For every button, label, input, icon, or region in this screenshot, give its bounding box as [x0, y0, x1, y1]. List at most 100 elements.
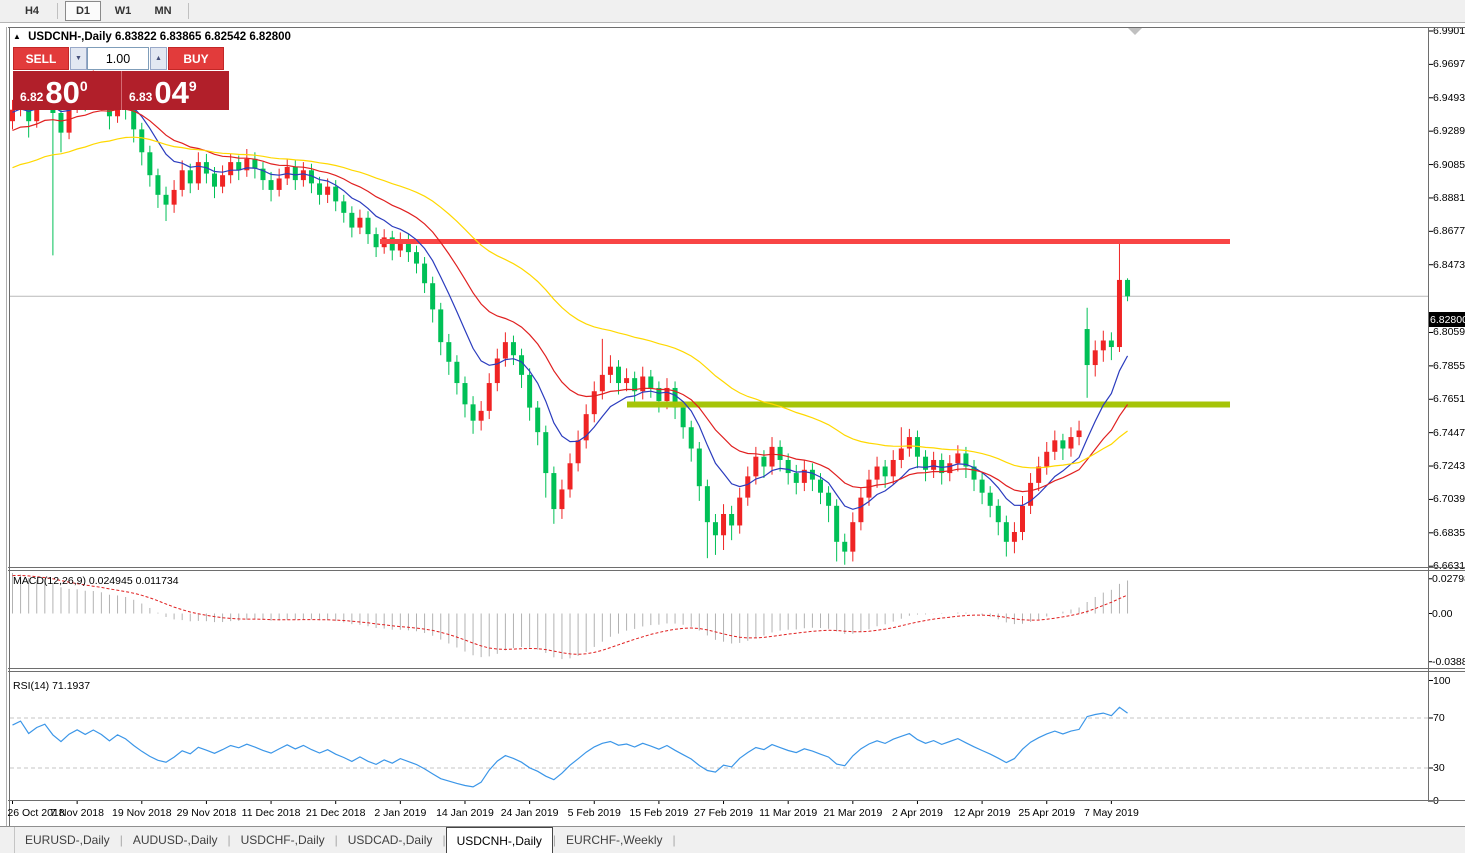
candle-body [882, 466, 888, 477]
candle-body [1100, 340, 1106, 351]
candle-body [519, 355, 525, 375]
buy-button[interactable]: BUY [168, 47, 224, 70]
macd-splitter-top [8, 567, 1465, 568]
candle-body [422, 263, 428, 284]
candle-body [317, 183, 323, 195]
candle-body [737, 497, 743, 526]
timeframe-button-d1[interactable]: D1 [65, 1, 101, 21]
macd-indicator-label: MACD(12,26,9) 0.024945 0.011734 [13, 575, 179, 587]
rsi-splitter-top [8, 668, 1465, 669]
chart-tab-usdcaddaily[interactable]: USDCAD-,Daily [347, 833, 433, 847]
rsi-line [12, 706, 1128, 788]
volume-decrease-button[interactable]: ▼ [70, 47, 87, 70]
candle-body [333, 186, 339, 202]
candle-body [478, 410, 484, 421]
candle-body [947, 463, 953, 474]
candle-body [801, 469, 807, 483]
window-left-border [9, 27, 10, 826]
candle-body [688, 427, 694, 449]
candle-body [987, 492, 993, 506]
toolbar-divider [57, 3, 58, 19]
chart-canvas[interactable] [0, 23, 1465, 852]
candle-body [470, 404, 476, 421]
candle-body [890, 459, 896, 477]
price-axis-label: 6.84730 [1433, 258, 1465, 271]
chart-tab-usdchfdaily[interactable]: USDCHF-,Daily [240, 833, 325, 847]
candle-body [834, 505, 840, 542]
candle-body [1036, 466, 1042, 483]
candle-body [874, 466, 880, 480]
candle-body [1125, 279, 1131, 297]
candle-body [535, 407, 541, 433]
timeframe-button-mn[interactable]: MN [154, 5, 172, 17]
candle-body [139, 129, 145, 153]
price-axis-label: 6.76510 [1433, 393, 1465, 406]
price-axis-label: 6.99010 [1433, 25, 1465, 37]
candle-body [850, 522, 856, 552]
candle-body [414, 252, 419, 264]
timeframe-toolbar: H4 D1 W1 MN [0, 0, 1465, 23]
date-axis-label: 21 Mar 2019 [823, 807, 883, 819]
candle-body [325, 186, 331, 195]
chart-tab-audusddaily[interactable]: AUDUSD-,Daily [132, 833, 218, 847]
candle-body [793, 473, 799, 483]
candle-body [729, 513, 735, 526]
chart-tab-eurchfweekly[interactable]: EURCHF-,Weekly [566, 833, 663, 847]
candle-body [818, 479, 823, 493]
chevron-down-icon: ▼ [75, 55, 82, 62]
date-axis-label: 15 Feb 2019 [629, 807, 689, 819]
volume-increase-button[interactable]: ▲ [150, 47, 167, 70]
volume-input[interactable] [87, 47, 149, 70]
date-axis-label: 7 Nov 2018 [50, 807, 104, 819]
candle-body [349, 212, 355, 228]
one-click-collapse-icon[interactable]: ▲ [13, 32, 21, 41]
candle-body [712, 522, 718, 536]
chart-tab-eurusddaily[interactable]: EURUSD-,Daily [25, 833, 110, 847]
date-axis-label: 11 Dec 2018 [241, 807, 301, 819]
macd-splitter-bottom[interactable] [8, 570, 1465, 571]
date-axis-label: 14 Jan 2019 [436, 807, 494, 819]
candle-body [260, 168, 266, 181]
candle-body [575, 440, 581, 464]
candle-body [268, 180, 274, 190]
candle-body [696, 448, 702, 487]
date-axis-label: 21 Dec 2018 [305, 807, 366, 819]
candle-body [438, 309, 444, 343]
timeframe-button-h4[interactable]: H4 [24, 5, 40, 17]
date-axis-label: 24 Jan 2019 [500, 807, 559, 819]
chart-window: ▲ USDCNH-,Daily 6.83822 6.83865 6.82542 … [0, 23, 1465, 852]
rsi-splitter-bottom[interactable] [8, 671, 1465, 672]
chart-tab-usdcnhdaily[interactable]: USDCNH-,Daily [445, 827, 553, 853]
timeframe-button-w1[interactable]: W1 [114, 5, 132, 17]
candle-body [373, 234, 379, 248]
buy-price-button[interactable]: 6.83 04 9 [121, 71, 229, 110]
sell-button[interactable]: SELL [13, 47, 69, 70]
candle-body [300, 170, 306, 181]
candle-body [430, 283, 436, 310]
candle-body [179, 170, 185, 190]
candle-body [252, 158, 258, 169]
candle-body [971, 466, 977, 480]
price-axis-label: 6.66310 [1433, 560, 1465, 572]
candle-body [632, 378, 638, 392]
date-axis-label: 19 Nov 2018 [111, 807, 172, 819]
sell-price-button[interactable]: 6.82 80 0 [13, 71, 121, 110]
candle-body [357, 217, 363, 228]
window-top-border [8, 27, 1465, 28]
candle-body [624, 378, 630, 384]
candle-body [187, 170, 193, 184]
chart-title: ▲ USDCNH-,Daily 6.83822 6.83865 6.82542 … [13, 31, 291, 43]
candle-body [365, 217, 371, 235]
candle-body [486, 383, 492, 411]
buy-price-main: 04 [154, 75, 189, 110]
candle-body [131, 106, 137, 130]
buy-price-pip: 9 [188, 78, 197, 94]
rsi-axis-label: 30 [1433, 762, 1445, 774]
candle-body [155, 175, 161, 195]
candle-body [567, 463, 573, 490]
candle-body [341, 201, 347, 213]
date-axis-label: 2 Jan 2019 [374, 807, 427, 819]
candle-body [284, 167, 290, 179]
tab-scroll-button[interactable] [0, 827, 15, 853]
rsi-axis-label: 100 [1433, 674, 1451, 687]
